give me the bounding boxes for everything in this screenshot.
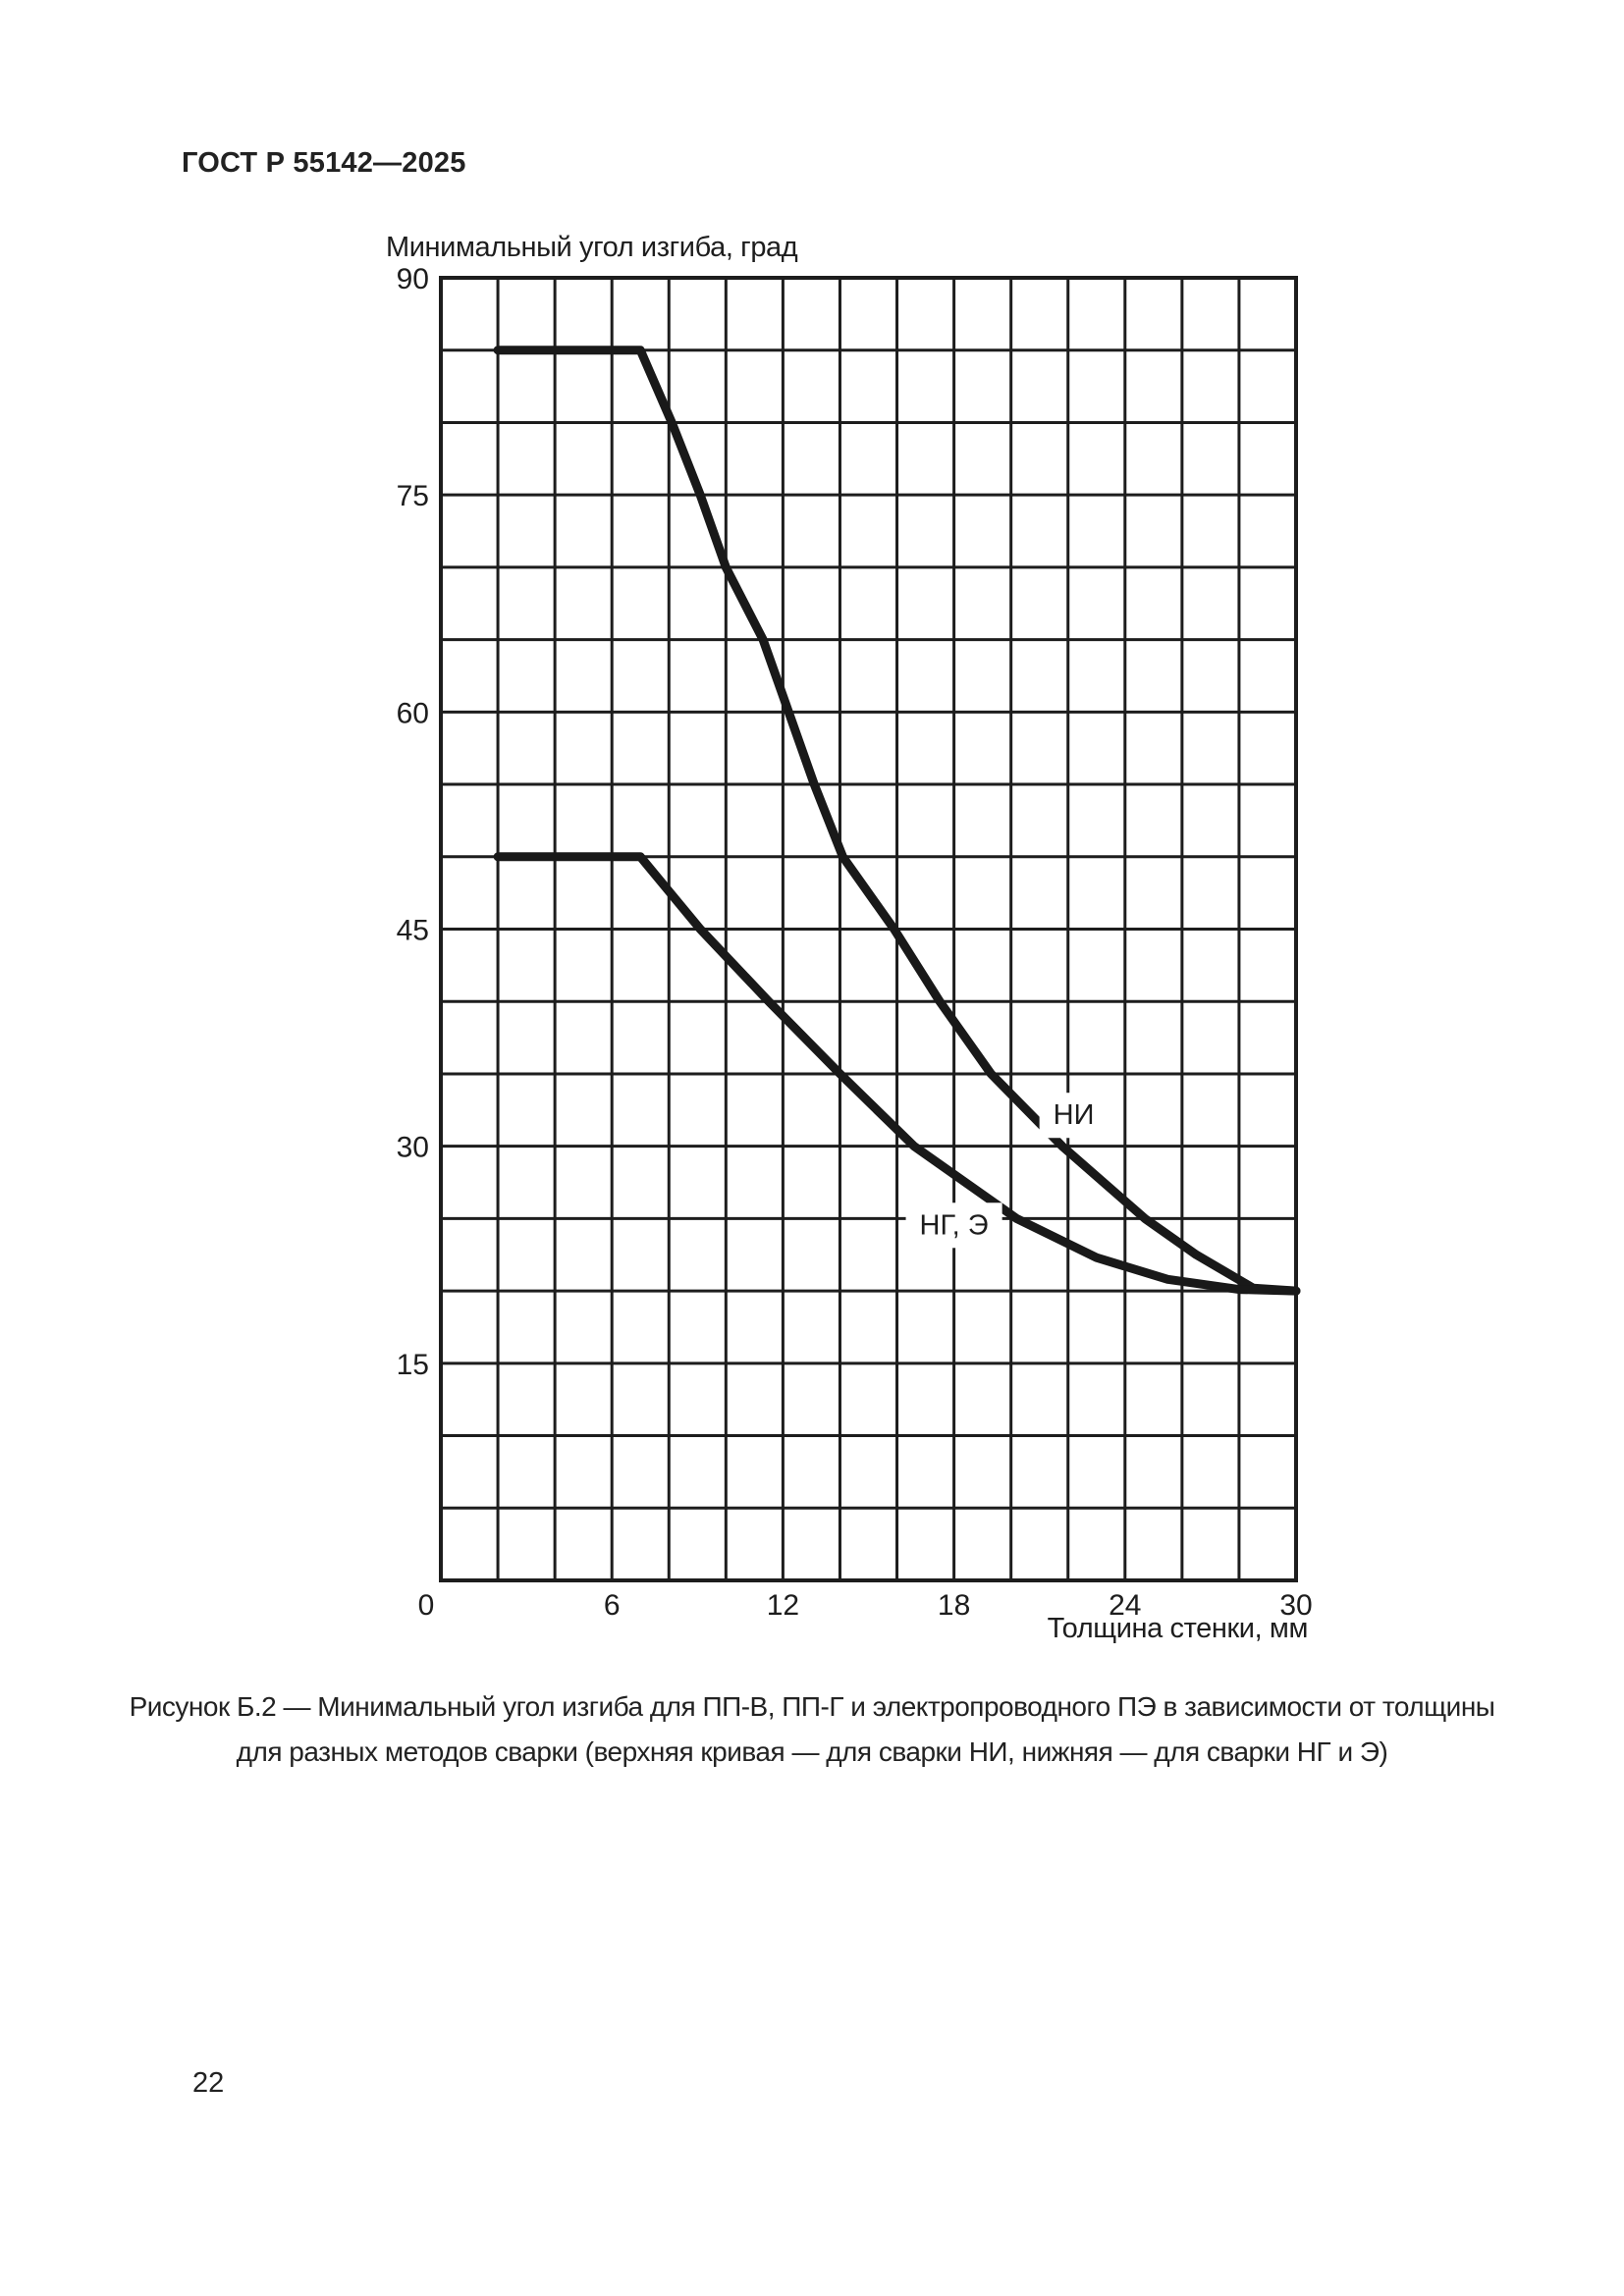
tick-labels-layer: 0 6 12 18 24 30 15 30 45 60 75 90 (397, 263, 1313, 1622)
y-tick-label: 60 (397, 697, 429, 729)
y-axis-title: Минимальный угол изгиба, град (386, 232, 798, 263)
y-tick-label: 90 (397, 263, 429, 295)
figure-caption-line1: Рисунок Б.2 — Минимальный угол изгиба дл… (129, 1691, 1495, 1722)
y-tick-label: 30 (397, 1132, 429, 1164)
grid-layer (439, 276, 1298, 1582)
y-tick-label: 75 (397, 480, 429, 512)
x-tick-label: 30 (1279, 1589, 1312, 1622)
figure-caption: Рисунок Б.2 — Минимальный угол изгиба дл… (0, 1684, 1624, 1775)
x-tick-label: 18 (938, 1589, 970, 1622)
figure-caption-line2: для разных методов сварки (верхняя крива… (236, 1736, 1388, 1767)
plot-border (439, 276, 1298, 1582)
series-label-ni: НИ (1054, 1099, 1095, 1131)
y-tick-label: 45 (397, 915, 429, 947)
x-tick-label: 6 (604, 1589, 621, 1622)
curve-ni (493, 346, 1301, 1296)
document-header-title: ГОСТ Р 55142—2025 (182, 147, 466, 179)
x-tick-label: 24 (1109, 1589, 1141, 1622)
x-tick-label: 0 (418, 1589, 435, 1622)
page-number: 22 (192, 2067, 225, 2099)
curve-ng-e (493, 852, 1301, 1296)
series-label-mask-ng-e (905, 1202, 1002, 1249)
series-labels-layer: НИ НГ, Э (905, 1093, 1109, 1249)
x-axis-title: Толщина стенки, мм (1048, 1613, 1308, 1644)
y-tick-label: 15 (397, 1349, 429, 1381)
series-label-ng-e: НГ, Э (920, 1209, 989, 1241)
x-tick-label: 12 (767, 1589, 799, 1622)
series-label-mask-ni (1039, 1093, 1109, 1139)
curves-layer (493, 346, 1301, 1296)
bend-angle-chart: Минимальный угол изгиба, град НИ НГ, Э 0 6… (386, 232, 1313, 1644)
